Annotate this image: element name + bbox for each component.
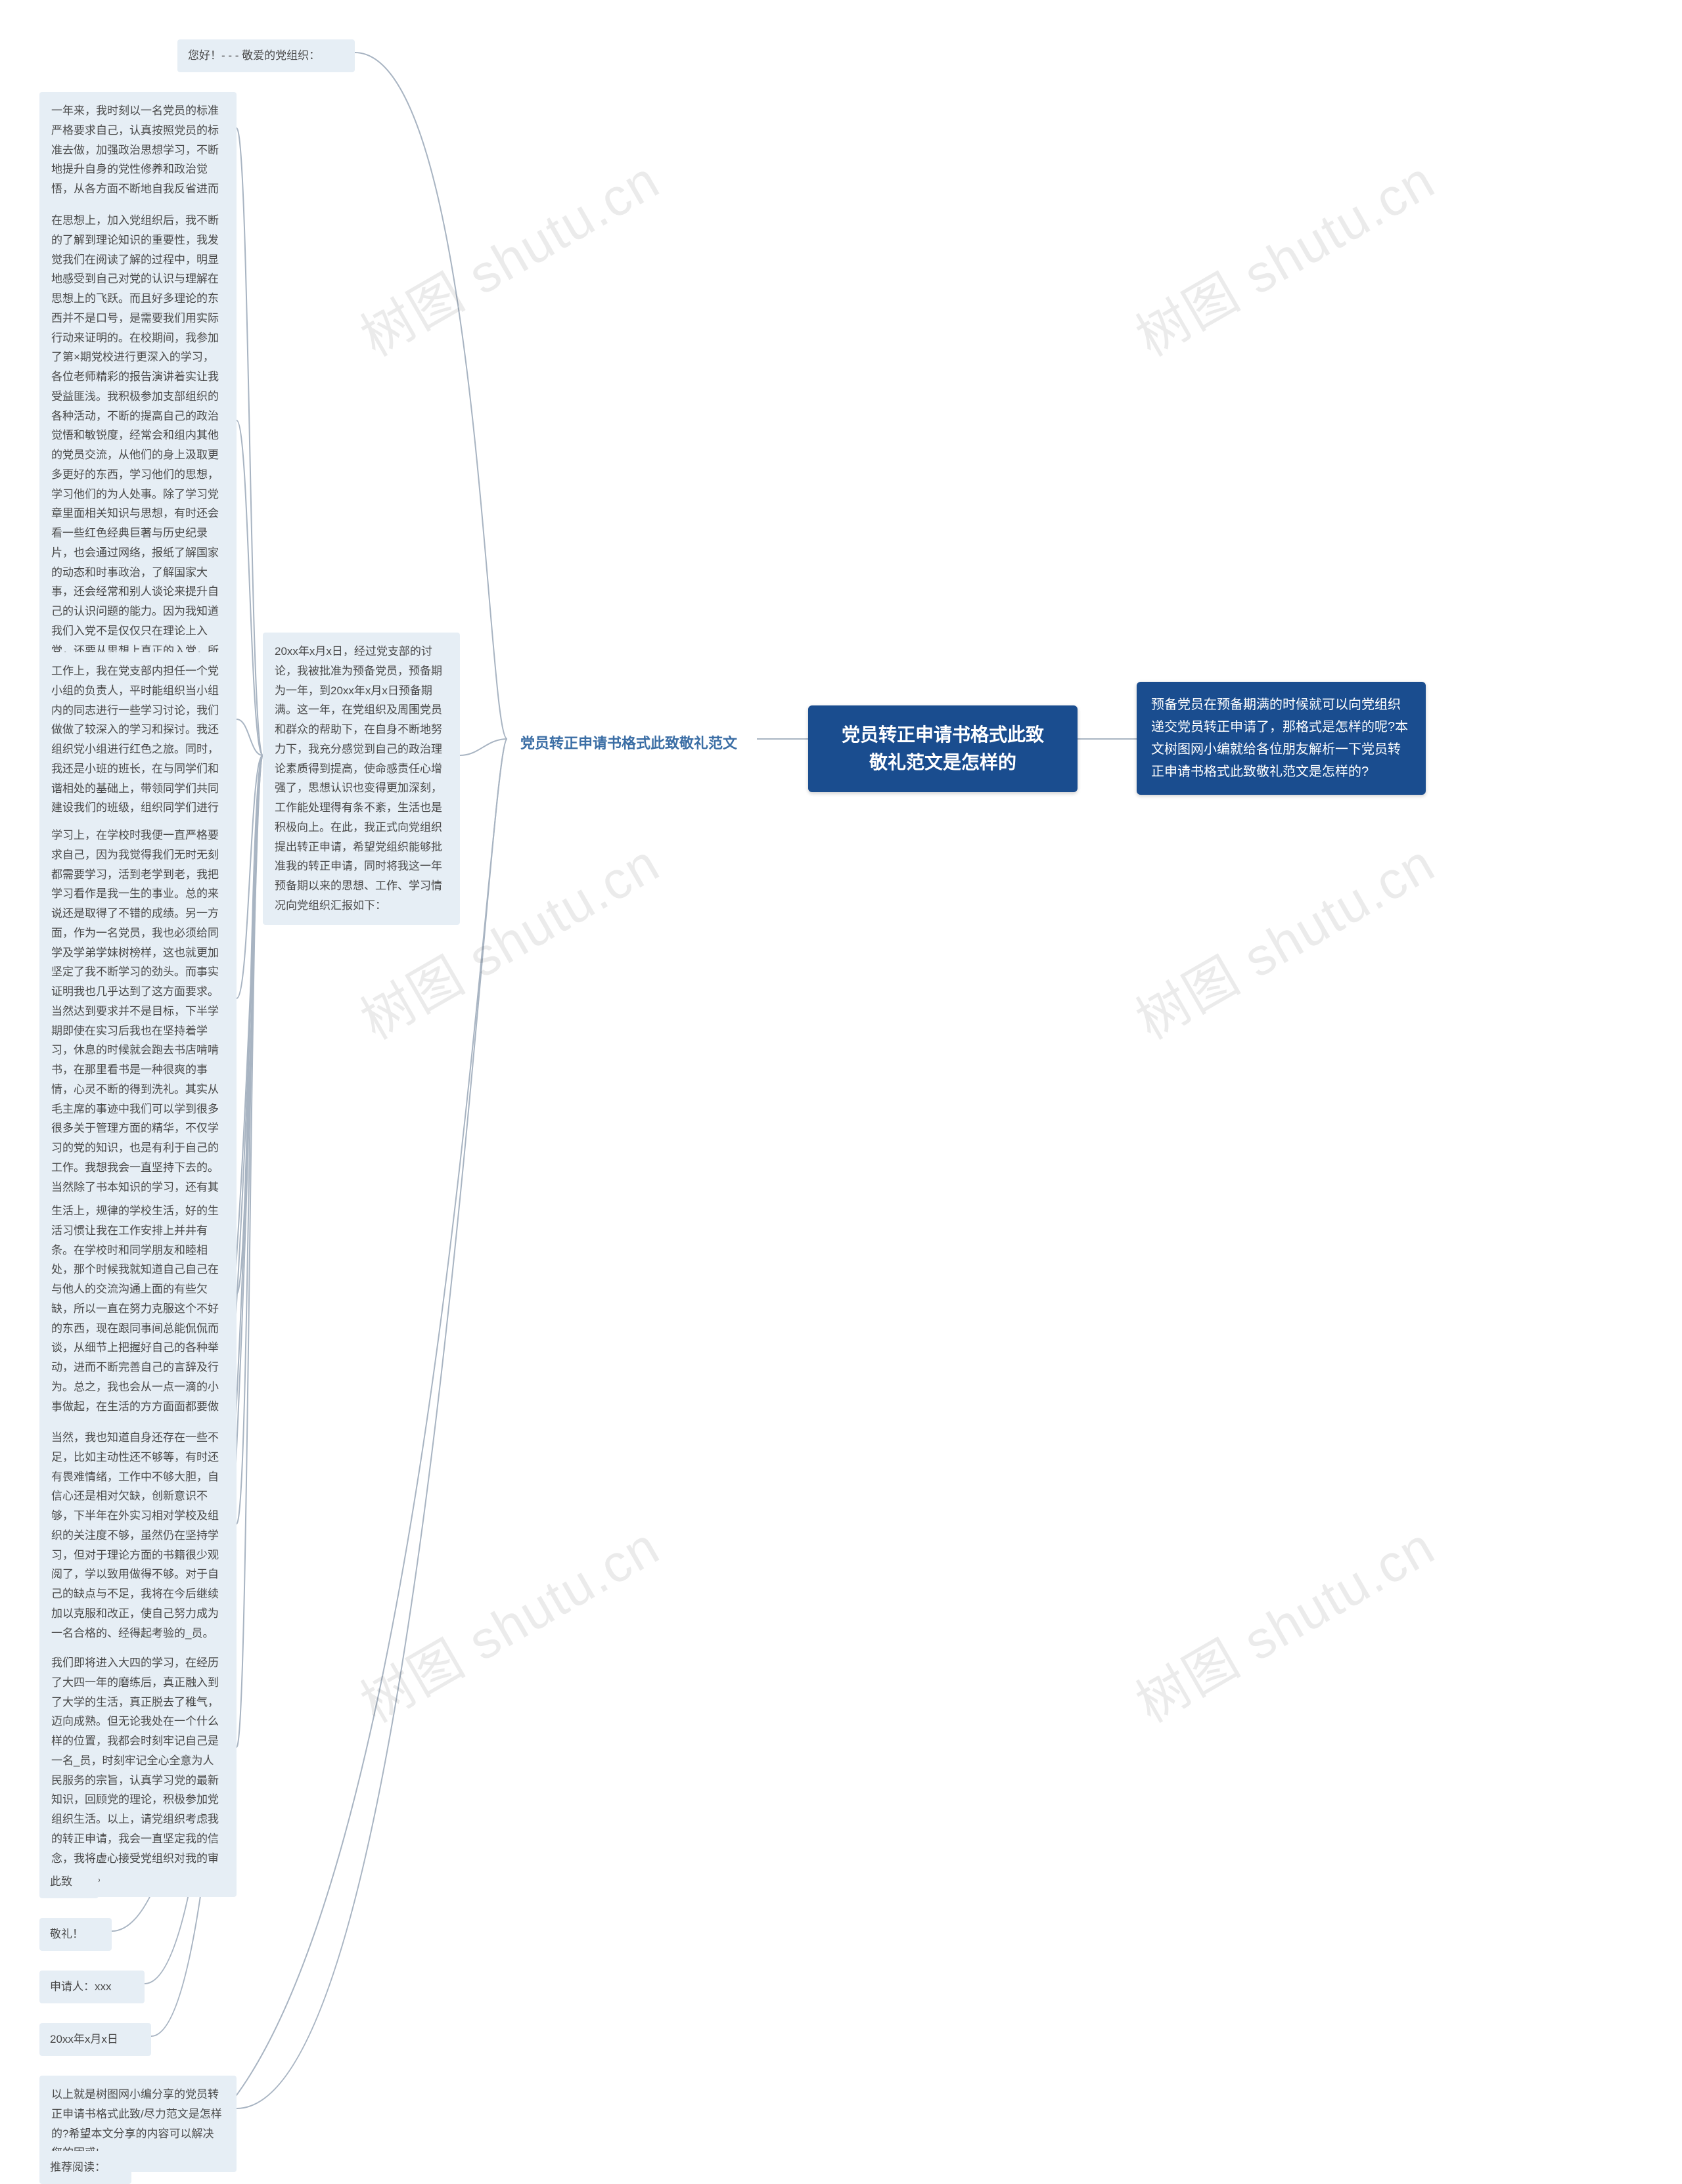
root-title-line2: 敬礼范文是怎样的 [869,752,1016,772]
root-node[interactable]: 党员转正申请书格式此致 敬礼范文是怎样的 [808,705,1078,792]
intro-node[interactable]: 预备党员在预备期满的时候就可以向党组织递交党员转正申请了，那格式是怎样的呢?本文… [1137,682,1426,795]
connector-lines [0,0,1682,2173]
preamble-node: 20xx年x月x日，经过党支部的讨论，我被批准为预备党员，预备期为一年，到20x… [263,633,460,925]
para-5: 生活上，规律的学校生活，好的生活习惯让我在工作安排上并井有条。在学校时和同学朋友… [39,1192,237,1445]
section-title-node[interactable]: 党员转正申请书格式此致敬礼范文 [507,723,757,762]
root-title-line1: 党员转正申请书格式此致 [842,724,1044,745]
closing-cizhi: 此致 [39,1865,99,1898]
para-7: 我们即将进入大四的学习，在经历了大四一年的磨练后，真正融入到了大学的生活，真正脱… [39,1644,237,1897]
para-2: 在思想上，加入党组织后，我不断的了解到理论知识的重要性，我发觉我们在阅读了解的过… [39,202,237,728]
recommend-node: 推荐阅读： [39,2151,131,2184]
date-node: 20xx年x月x日 [39,2023,151,2056]
closing-jingli: 敬礼！ [39,1918,112,1951]
signer-node: 申请人：xxx [39,1971,145,2003]
greeting-node: 您好！- - - 敬爱的党组织： [177,39,355,72]
para-6: 当然，我也知道自身还存在一些不足，比如主动性还不够等，有时还有畏难情绪，工作中不… [39,1419,237,1652]
